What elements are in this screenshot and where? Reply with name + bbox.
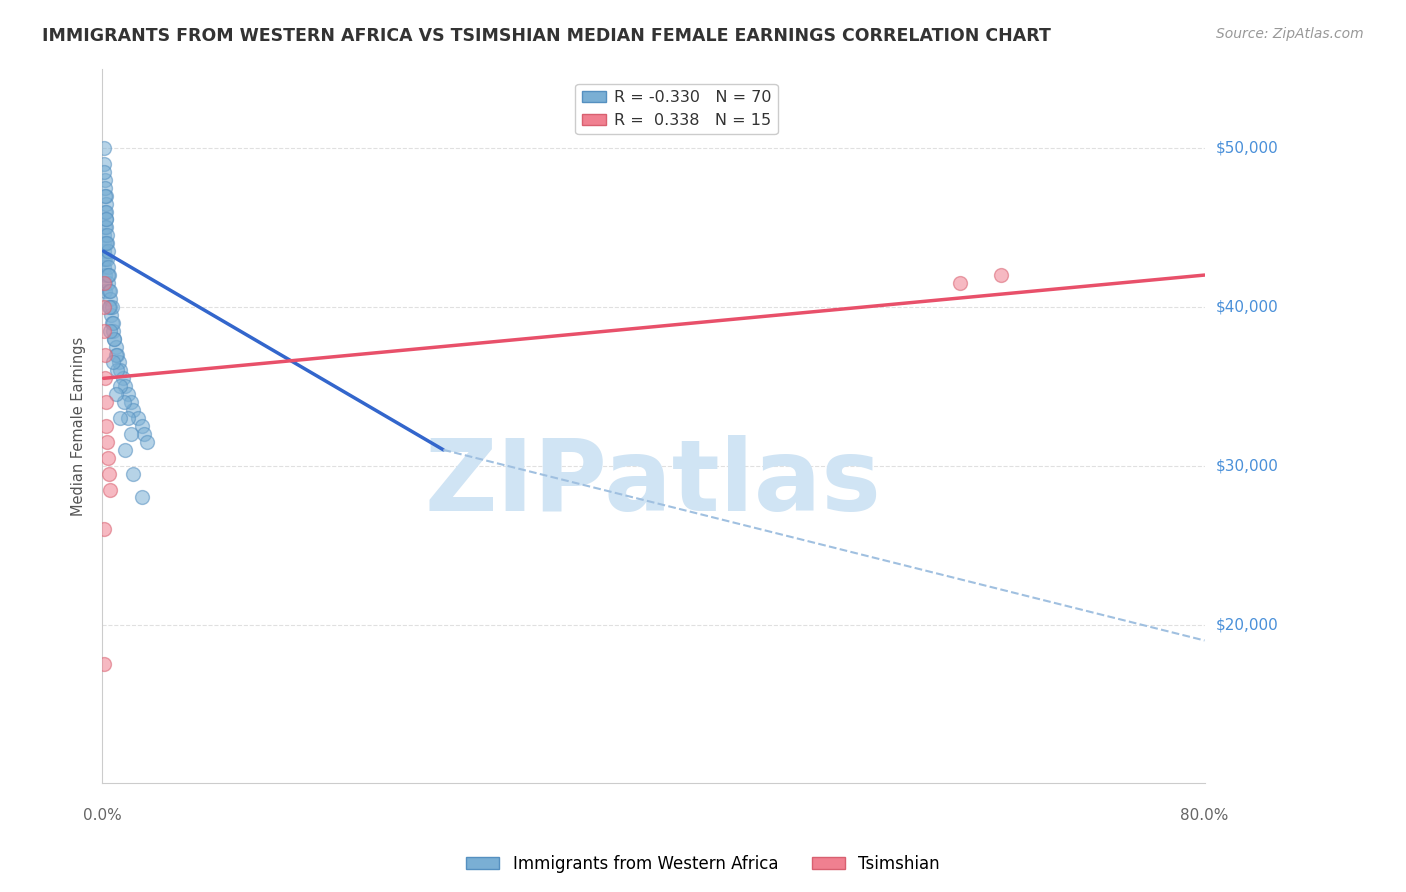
Point (100, 300, 122, 314)
Point (98, 300, 121, 314)
Point (93, 236, 115, 251)
Point (114, 442, 136, 457)
Y-axis label: Median Female Earnings: Median Female Earnings (72, 336, 86, 516)
Point (131, 419, 153, 434)
Text: Source: ZipAtlas.com: Source: ZipAtlas.com (1216, 27, 1364, 41)
Point (98, 300, 121, 314)
Text: $50,000: $50,000 (1216, 140, 1278, 155)
Point (97, 450, 120, 465)
Point (108, 363, 131, 377)
Point (96, 236, 118, 251)
Point (97, 276, 120, 290)
Point (103, 332, 125, 346)
Point (98, 268, 121, 282)
Point (100, 316, 122, 330)
Point (101, 316, 124, 330)
Point (103, 332, 125, 346)
Point (104, 340, 127, 354)
Point (117, 411, 139, 425)
Point (93, 522, 115, 536)
Point (107, 355, 129, 369)
Point (94, 188, 117, 202)
Point (96, 236, 118, 251)
Point (93, 260, 115, 274)
Point (104, 387, 127, 401)
Legend: Immigrants from Western Africa, Tsimshian: Immigrants from Western Africa, Tsimshia… (460, 848, 946, 880)
Text: $20,000: $20,000 (1216, 617, 1278, 632)
Point (94, 204, 117, 219)
Point (98, 292, 121, 306)
Point (101, 324, 124, 338)
Point (112, 395, 135, 409)
Point (93, 276, 115, 290)
Point (105, 347, 128, 361)
Point (100, 308, 122, 322)
Point (93, 276, 115, 290)
Point (114, 379, 136, 393)
Point (131, 491, 153, 505)
Point (94, 204, 117, 219)
Point (97, 268, 120, 282)
Point (93, 252, 115, 267)
Point (94, 268, 117, 282)
Point (93, 228, 115, 243)
Point (105, 363, 128, 377)
Point (93, 244, 115, 259)
Point (122, 467, 145, 481)
Point (98, 284, 121, 298)
Point (94, 212, 117, 227)
Point (94, 220, 117, 235)
Point (117, 387, 139, 401)
Point (93, 157, 115, 171)
Point (96, 419, 118, 434)
Point (93, 347, 115, 361)
Point (111, 371, 134, 385)
Text: ZIPatlas: ZIPatlas (425, 434, 882, 532)
Point (96, 252, 118, 267)
Point (990, 268, 1012, 282)
Point (122, 403, 145, 417)
Point (104, 347, 127, 361)
Point (98, 284, 121, 298)
Point (93, 300, 115, 314)
Point (93, 657, 115, 672)
Point (120, 395, 142, 409)
Point (94, 395, 117, 409)
Point (94, 284, 117, 298)
Point (94, 371, 117, 385)
Point (120, 426, 142, 441)
Point (136, 434, 159, 449)
Point (127, 411, 149, 425)
Point (97, 260, 120, 274)
Point (96, 212, 118, 227)
Point (94, 180, 117, 194)
Point (93, 165, 115, 179)
Point (93, 252, 115, 267)
Point (98, 467, 121, 481)
Legend: R = -0.330   N = 70, R =  0.338   N = 15: R = -0.330 N = 70, R = 0.338 N = 15 (575, 84, 778, 135)
Point (108, 379, 131, 393)
Point (96, 434, 118, 449)
Point (101, 355, 124, 369)
Point (98, 483, 121, 497)
Point (94, 188, 117, 202)
Point (134, 426, 156, 441)
Text: IMMIGRANTS FROM WESTERN AFRICA VS TSIMSHIAN MEDIAN FEMALE EARNINGS CORRELATION C: IMMIGRANTS FROM WESTERN AFRICA VS TSIMSH… (42, 27, 1052, 45)
Point (96, 220, 118, 235)
Point (93, 324, 115, 338)
Text: 80.0%: 80.0% (1181, 808, 1229, 823)
Text: $30,000: $30,000 (1216, 458, 1278, 474)
Point (108, 411, 131, 425)
Point (98, 324, 121, 338)
Point (97, 244, 120, 259)
Text: 0.0%: 0.0% (83, 808, 121, 823)
Point (949, 276, 972, 290)
Text: $40,000: $40,000 (1216, 300, 1278, 314)
Point (96, 228, 118, 243)
Point (93, 141, 115, 155)
Point (94, 196, 117, 211)
Point (93, 172, 115, 186)
